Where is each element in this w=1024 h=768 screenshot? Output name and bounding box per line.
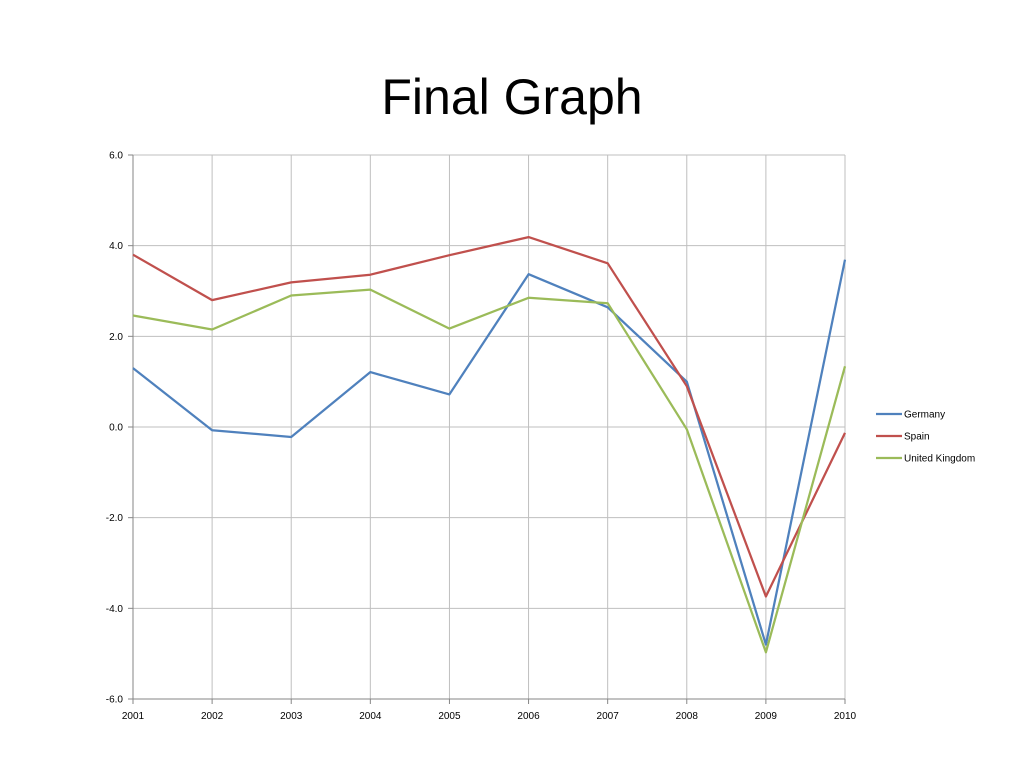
y-axis-tick-labels: -6.0 -4.0 -2.0 0.0 2.0 4.0 6.0 — [106, 151, 124, 706]
x-tick-label: 2001 — [122, 711, 145, 722]
chart-gridlines — [128, 154, 846, 704]
y-tick-label: -4.0 — [106, 604, 124, 615]
slide-title: Final Graph — [381, 69, 643, 125]
legend-label: United Kingdom — [904, 454, 975, 465]
y-tick-label: -6.0 — [106, 695, 124, 706]
x-tick-label: 2009 — [755, 711, 778, 722]
y-tick-label: 4.0 — [109, 241, 123, 252]
legend-label: Spain — [904, 432, 930, 443]
x-tick-label: 2003 — [280, 711, 303, 722]
series-line-spain — [132, 235, 847, 598]
series-line-germany — [132, 259, 847, 646]
y-tick-label: 2.0 — [109, 332, 123, 343]
x-tick-label: 2008 — [676, 711, 699, 722]
series-line-united-kingdom — [132, 288, 847, 654]
y-tick-label: 6.0 — [109, 151, 123, 162]
y-tick-label: -2.0 — [106, 513, 124, 524]
x-tick-label: 2007 — [597, 711, 620, 722]
x-tick-label: 2004 — [359, 711, 382, 722]
x-tick-label: 2010 — [834, 711, 857, 722]
chart-legend: Germany Spain United Kingdom — [876, 410, 975, 465]
chart-series — [132, 235, 847, 654]
x-axis-tick-labels: 2001 2002 2003 2004 2005 2006 2007 2008 2009 2010 — [122, 711, 857, 722]
legend-label: Germany — [904, 410, 945, 421]
x-tick-label: 2002 — [201, 711, 224, 722]
x-tick-label: 2006 — [517, 711, 540, 722]
y-tick-label: 0.0 — [109, 423, 123, 434]
x-tick-label: 2005 — [438, 711, 461, 722]
